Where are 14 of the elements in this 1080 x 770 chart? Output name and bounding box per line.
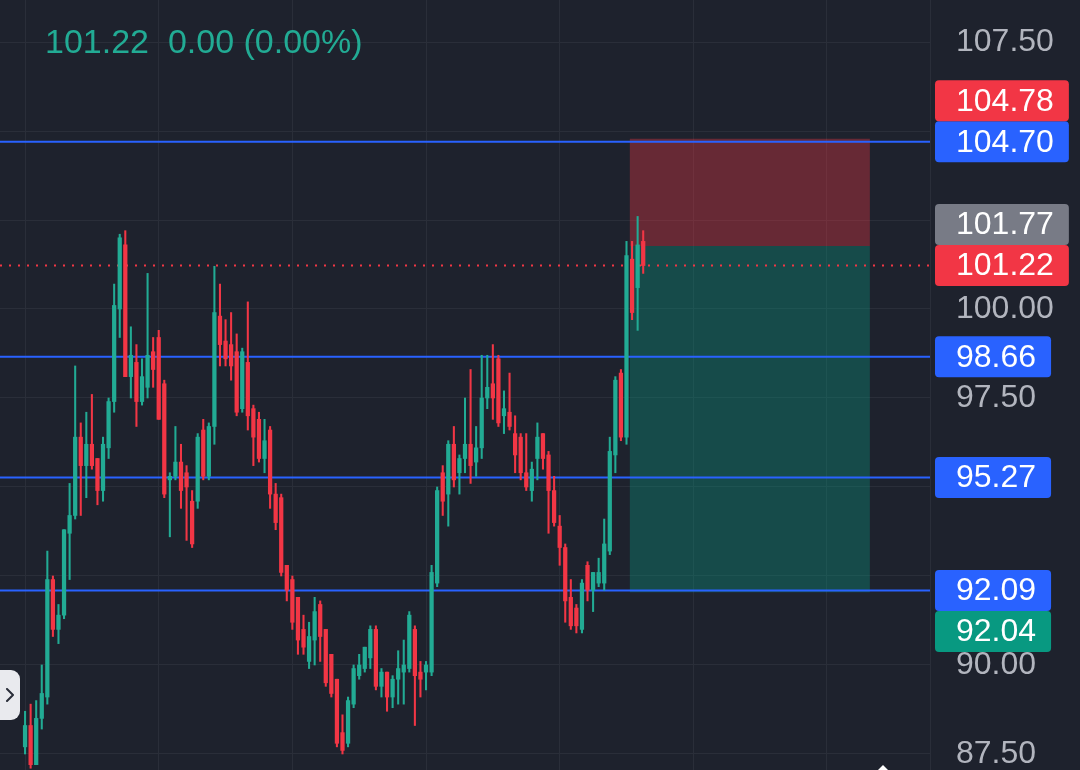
- ref-line-label: 95.27: [956, 458, 1037, 495]
- ref-line-label: 92.09: [956, 571, 1037, 608]
- ref-line-label: 98.66: [956, 337, 1037, 374]
- ref-line-label: 104.70: [956, 122, 1054, 159]
- text: 101.77: [956, 205, 1054, 242]
- candlestick: [56, 604, 61, 644]
- text: 104.78: [956, 81, 1054, 118]
- y-tick-label: 107.50: [956, 21, 1054, 58]
- y-tick-label: 100.00: [956, 288, 1054, 325]
- candlestick: [262, 419, 267, 474]
- y-tick-label: 97.50: [956, 377, 1037, 414]
- text: 101.22 0.00 (0.00%): [45, 21, 363, 61]
- y-tick-label: 87.50: [956, 733, 1037, 770]
- ref-line-label: 101.22: [956, 246, 1054, 283]
